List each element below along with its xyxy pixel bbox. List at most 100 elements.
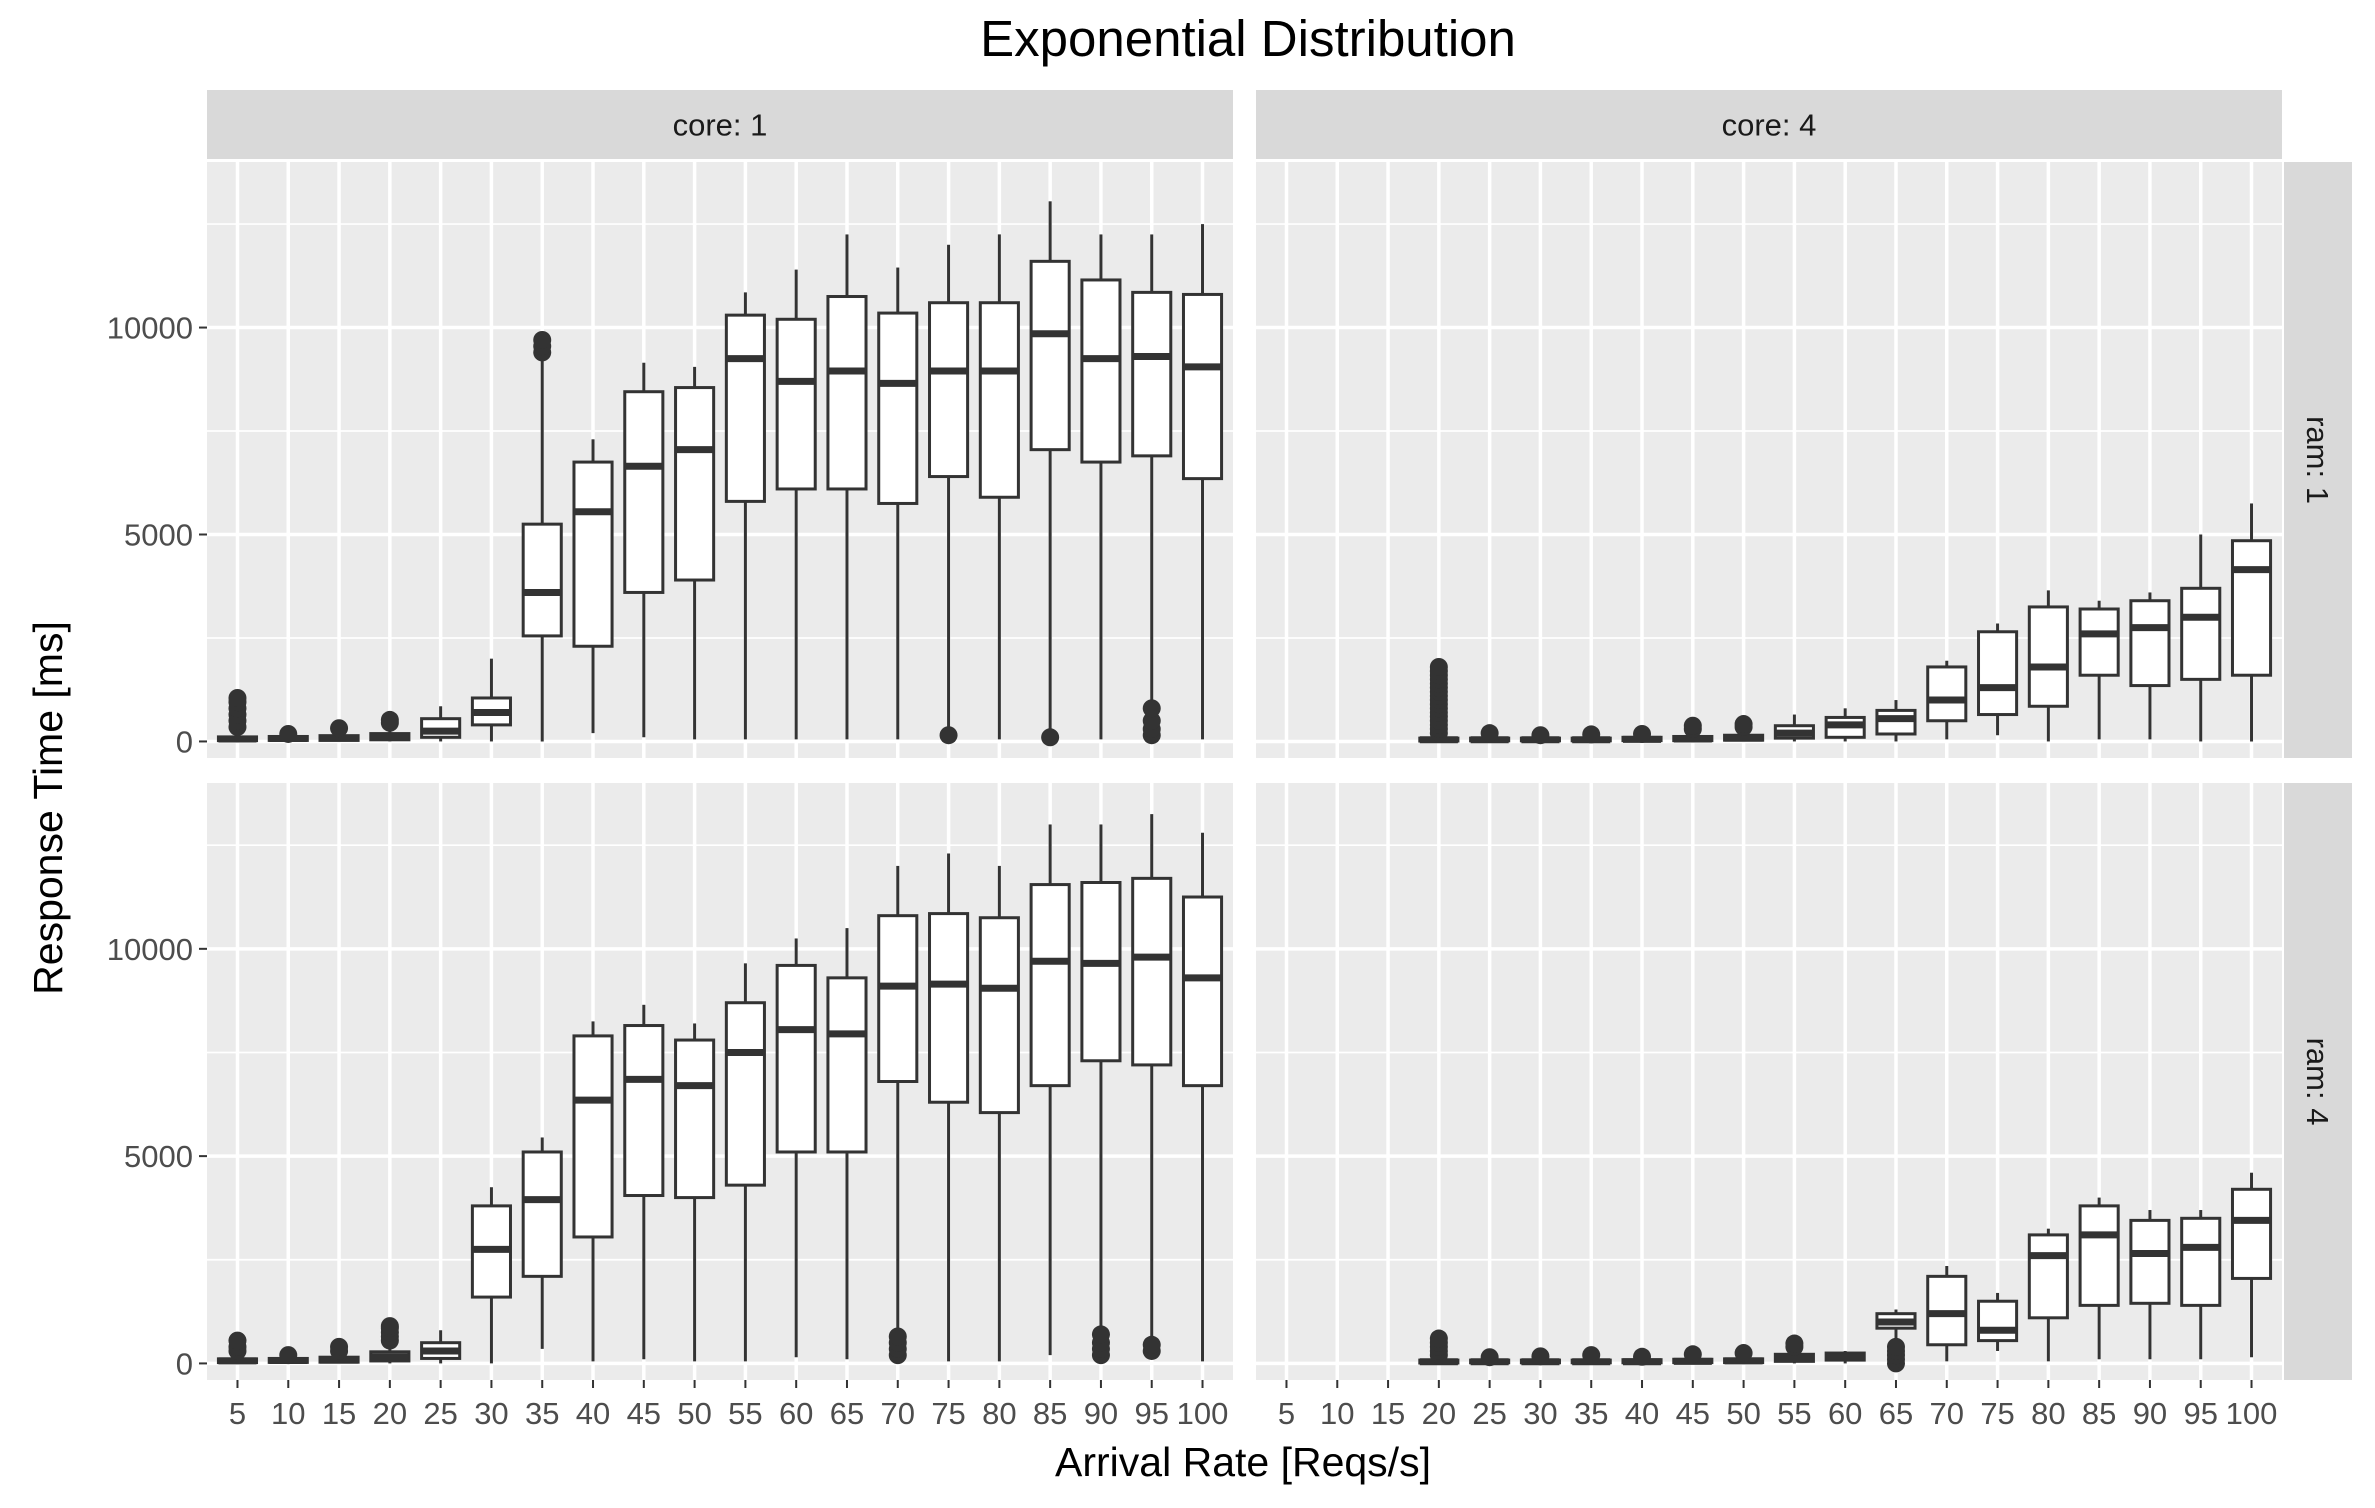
box-5 — [216, 1331, 259, 1365]
y-tick-label: 10000 — [107, 311, 193, 346]
outlier-point — [1582, 725, 1601, 744]
x-tick-label: 65 — [1879, 1396, 1913, 1431]
box-20 — [369, 1317, 411, 1364]
strip-labels-group: core: 1 core: 4 ram: 1 ram: 4 — [207, 90, 2352, 1380]
box-80 — [2027, 590, 2069, 742]
strip-background — [2284, 162, 2352, 758]
x-tick-label: 25 — [1472, 1396, 1506, 1431]
strip-background — [1256, 90, 2282, 159]
outlier-point — [1734, 1344, 1753, 1363]
box-60 — [1824, 1350, 1866, 1364]
box-body — [978, 916, 1020, 1115]
box-body — [2027, 1233, 2069, 1320]
x-tick-label: 15 — [322, 1396, 356, 1431]
axes-group: 0 5000 10000 0 5000 10000 5 10 15 20 25 30 35 40 45 50 5… — [107, 311, 2278, 1431]
outlier-point — [1142, 699, 1161, 718]
box-70 — [1926, 1265, 1968, 1362]
box-body — [1875, 708, 1917, 736]
x-tick-label: 45 — [1676, 1396, 1710, 1431]
box-40 — [572, 439, 614, 734]
box-80 — [978, 234, 1020, 740]
outlier-point — [279, 1346, 298, 1365]
outlier-point — [1041, 728, 1060, 747]
box-100 — [2230, 503, 2273, 742]
outlier-point — [1734, 715, 1753, 734]
x-tick-label: 15 — [1371, 1396, 1405, 1431]
panel-r2-c1 — [207, 783, 1233, 1380]
x-tick-label: 60 — [779, 1396, 813, 1431]
y-axis-title: Response Time [ms] — [25, 621, 71, 995]
x-tick-label: 5 — [229, 1396, 246, 1431]
panel-background — [1256, 783, 2282, 1380]
outlier-point — [888, 1327, 907, 1346]
outlier-point — [1429, 657, 1448, 676]
box-35 — [521, 1137, 563, 1349]
box-85 — [1029, 824, 1071, 1356]
box-50 — [674, 1023, 716, 1362]
box-95 — [2180, 534, 2222, 742]
panels-group — [207, 162, 2282, 1380]
y-tick-label: 0 — [176, 1346, 193, 1381]
box-20 — [1418, 1329, 1460, 1366]
outlier-point — [380, 1317, 399, 1336]
box-55 — [1773, 714, 1815, 742]
x-tick-label: 10 — [271, 1396, 305, 1431]
x-tick-label: 75 — [931, 1396, 965, 1431]
x-tick-label: 50 — [1726, 1396, 1760, 1431]
box-60 — [775, 938, 817, 1358]
x-tick-label: 85 — [1033, 1396, 1067, 1431]
box-90 — [1080, 824, 1122, 1365]
y-tick-label: 5000 — [124, 518, 193, 553]
box-body — [1181, 292, 1224, 481]
outlier-point — [533, 330, 552, 349]
box-body — [1080, 881, 1122, 1063]
box-100 — [1181, 224, 1224, 740]
box-body — [572, 1034, 614, 1239]
box-70 — [877, 865, 919, 1365]
x-tick-label: 35 — [1574, 1396, 1608, 1431]
box-body — [623, 390, 665, 594]
outlier-point — [1633, 724, 1652, 743]
outlier-point — [380, 710, 399, 729]
box-body — [2180, 1216, 2222, 1307]
box-70 — [1926, 660, 1968, 740]
y-tick-label: 5000 — [124, 1139, 193, 1174]
box-15 — [318, 719, 360, 742]
outlier-point — [330, 719, 349, 738]
box-body — [674, 386, 716, 582]
x-tick-label: 100 — [1177, 1396, 1229, 1431]
panel-r1-c2 — [1256, 162, 2282, 758]
box-85 — [2078, 1197, 2120, 1360]
strip-label-row-1: ram: 1 — [2300, 416, 2335, 504]
box-body — [1977, 1299, 2019, 1343]
box-65 — [826, 234, 868, 740]
box-body — [1131, 290, 1173, 458]
box-body — [877, 914, 919, 1084]
box-55 — [724, 292, 766, 740]
outlier-point — [1480, 724, 1499, 743]
box-40 — [1621, 724, 1663, 743]
outlier-point — [1582, 1346, 1601, 1365]
y-tick-label: 0 — [176, 724, 193, 759]
outlier-point — [1142, 711, 1161, 730]
box-body — [2078, 1204, 2120, 1307]
x-tick-label: 45 — [627, 1396, 661, 1431]
box-body — [775, 963, 817, 1154]
box-series-r1-c2 — [1418, 503, 2273, 745]
x-tick-label: 95 — [2183, 1396, 2217, 1431]
box-60 — [1824, 708, 1866, 742]
panel-r2-c2 — [1256, 783, 2282, 1380]
box-75 — [1977, 623, 2019, 736]
box-body — [877, 311, 919, 505]
box-20 — [369, 710, 411, 742]
x-tick-label: 90 — [1084, 1396, 1118, 1431]
x-tick-label: 25 — [423, 1396, 457, 1431]
box-body — [2129, 1218, 2171, 1305]
box-25 — [1469, 1348, 1511, 1367]
box-75 — [928, 244, 970, 745]
outlier-point — [228, 1331, 247, 1350]
x-tick-label: 60 — [1828, 1396, 1862, 1431]
chart-title: Exponential Distribution — [980, 10, 1516, 67]
box-80 — [978, 865, 1020, 1362]
